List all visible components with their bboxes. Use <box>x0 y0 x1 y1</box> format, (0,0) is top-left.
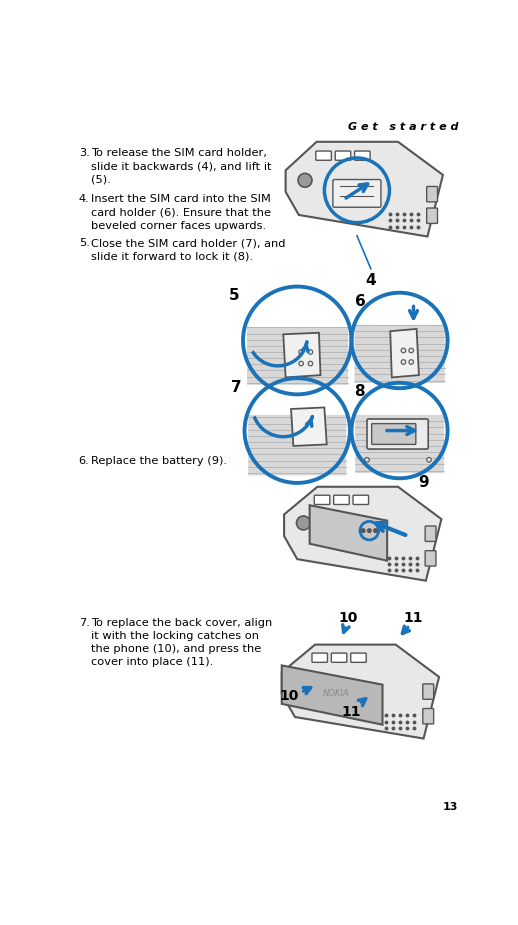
Text: 5.: 5. <box>79 238 90 248</box>
FancyBboxPatch shape <box>316 151 332 160</box>
Text: 9: 9 <box>418 475 429 490</box>
Text: 4.: 4. <box>79 194 90 204</box>
Polygon shape <box>283 333 321 377</box>
Text: 10: 10 <box>280 689 299 703</box>
Circle shape <box>294 674 308 687</box>
Circle shape <box>367 529 371 533</box>
FancyBboxPatch shape <box>423 684 434 699</box>
Circle shape <box>427 458 431 462</box>
FancyBboxPatch shape <box>371 424 416 444</box>
Polygon shape <box>291 407 327 446</box>
FancyBboxPatch shape <box>335 151 351 160</box>
FancyBboxPatch shape <box>248 415 347 475</box>
Text: 13: 13 <box>443 802 458 812</box>
FancyBboxPatch shape <box>425 526 436 541</box>
Circle shape <box>361 529 365 533</box>
FancyBboxPatch shape <box>312 653 327 662</box>
FancyBboxPatch shape <box>332 653 347 662</box>
FancyBboxPatch shape <box>423 709 434 724</box>
Polygon shape <box>310 505 387 561</box>
Text: 11: 11 <box>404 611 423 625</box>
Circle shape <box>299 362 304 366</box>
Circle shape <box>401 360 406 364</box>
Text: 10: 10 <box>338 611 357 625</box>
FancyBboxPatch shape <box>314 495 330 504</box>
Polygon shape <box>285 142 443 237</box>
Circle shape <box>308 362 313 366</box>
FancyBboxPatch shape <box>354 325 445 383</box>
FancyBboxPatch shape <box>355 415 444 473</box>
FancyBboxPatch shape <box>427 187 438 202</box>
FancyBboxPatch shape <box>367 419 428 449</box>
Text: 7.: 7. <box>79 618 90 628</box>
Circle shape <box>298 173 312 187</box>
FancyBboxPatch shape <box>247 327 348 385</box>
Circle shape <box>409 360 413 364</box>
Text: 5: 5 <box>229 288 240 303</box>
Circle shape <box>401 348 406 352</box>
Circle shape <box>365 458 369 462</box>
Text: G e t   s t a r t e d: G e t s t a r t e d <box>348 122 458 131</box>
Circle shape <box>409 348 413 352</box>
FancyBboxPatch shape <box>353 495 368 504</box>
Text: To replace the back cover, align
it with the locking catches on
the phone (10), : To replace the back cover, align it with… <box>91 618 272 667</box>
Circle shape <box>296 516 310 530</box>
Text: 7: 7 <box>231 380 241 395</box>
FancyBboxPatch shape <box>425 550 436 566</box>
Circle shape <box>373 529 378 533</box>
Circle shape <box>299 350 304 354</box>
Polygon shape <box>284 487 441 581</box>
FancyBboxPatch shape <box>334 495 349 504</box>
Polygon shape <box>282 645 439 738</box>
Text: Insert the SIM card into the SIM
card holder (6). Ensure that the
beveled corner: Insert the SIM card into the SIM card ho… <box>91 194 271 230</box>
Text: NOKIA: NOKIA <box>323 689 349 698</box>
FancyBboxPatch shape <box>351 653 366 662</box>
Polygon shape <box>282 665 382 724</box>
Text: 6: 6 <box>355 294 365 309</box>
Polygon shape <box>390 329 419 377</box>
Text: 6.: 6. <box>79 456 90 466</box>
Text: 8: 8 <box>355 385 365 400</box>
Text: To release the SIM card holder,
slide it backwards (4), and lift it
(5).: To release the SIM card holder, slide it… <box>91 148 271 184</box>
Text: Close the SIM card holder (7), and
slide it forward to lock it (8).: Close the SIM card holder (7), and slide… <box>91 238 285 261</box>
Text: 3.: 3. <box>79 148 90 158</box>
FancyBboxPatch shape <box>427 208 438 224</box>
Text: 4: 4 <box>366 273 376 288</box>
FancyBboxPatch shape <box>333 179 381 207</box>
FancyBboxPatch shape <box>355 151 370 160</box>
Circle shape <box>308 350 313 354</box>
Text: 11: 11 <box>342 705 361 719</box>
Text: Replace the battery (9).: Replace the battery (9). <box>91 456 227 466</box>
